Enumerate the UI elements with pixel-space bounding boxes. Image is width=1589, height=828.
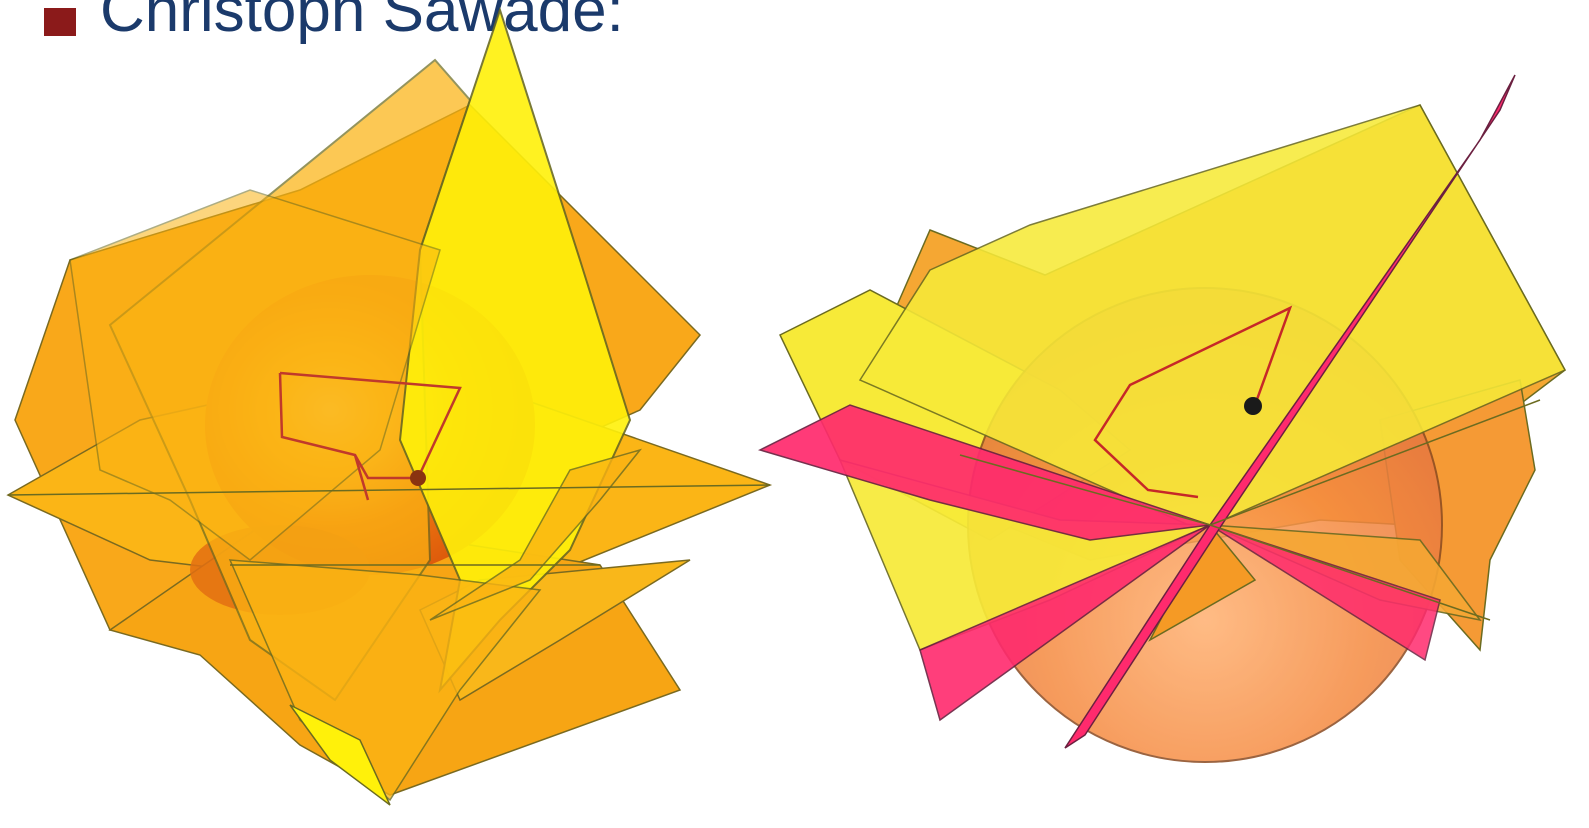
right-path bbox=[1093, 305, 1293, 499]
right-pink-plane bbox=[919, 524, 1211, 722]
right-edge bbox=[1209, 524, 1491, 621]
right-plane bbox=[858, 104, 1567, 531]
right-marker-dot bbox=[1244, 397, 1262, 415]
right-pink-plane bbox=[1064, 74, 1516, 749]
left-plane bbox=[69, 189, 441, 561]
left-figure bbox=[6, 6, 773, 806]
right-pink-plane bbox=[1209, 524, 1441, 662]
bullet-square-icon bbox=[44, 8, 76, 36]
right-pink-plane bbox=[757, 404, 1211, 541]
left-path bbox=[278, 371, 462, 480]
left-path bbox=[353, 454, 370, 501]
right-figure bbox=[757, 74, 1567, 763]
left-edge bbox=[7, 484, 771, 496]
right-edge bbox=[959, 454, 1211, 526]
left-plane bbox=[289, 704, 391, 806]
left-plane bbox=[429, 448, 643, 621]
slide-heading: Christoph Sawade: bbox=[100, 0, 624, 45]
left-marker-dot bbox=[410, 470, 426, 486]
right-edge bbox=[1209, 399, 1541, 526]
